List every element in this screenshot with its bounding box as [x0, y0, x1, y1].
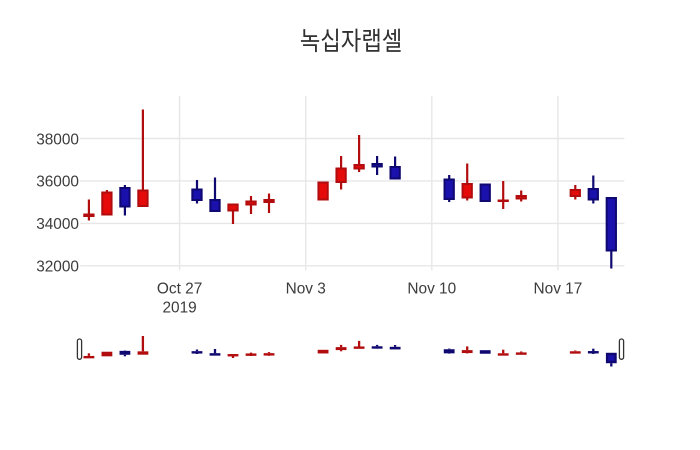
svg-text:38000: 38000 [36, 131, 79, 148]
svg-text:Nov 17: Nov 17 [534, 280, 583, 297]
svg-text:Oct 27: Oct 27 [157, 280, 202, 297]
svg-text:Nov 3: Nov 3 [286, 280, 326, 297]
svg-text:Nov 10: Nov 10 [407, 280, 456, 297]
svg-text:36000: 36000 [36, 174, 79, 191]
svg-text:34000: 34000 [36, 216, 79, 233]
svg-text:2019: 2019 [162, 299, 196, 316]
svg-text:32000: 32000 [36, 259, 79, 276]
